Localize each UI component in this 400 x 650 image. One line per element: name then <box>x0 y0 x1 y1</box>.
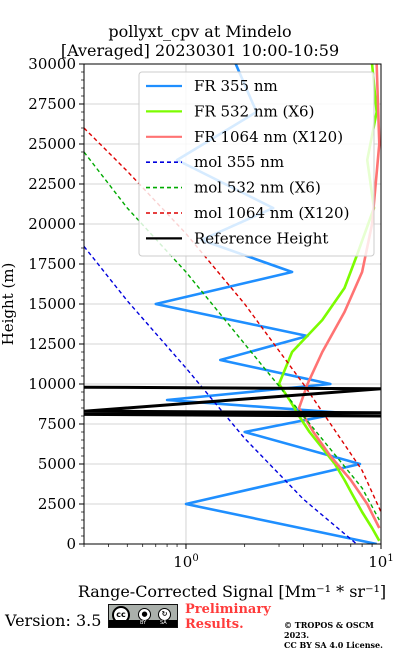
legend-label-6: Reference Height <box>194 229 328 247</box>
badge-sa-label: SA <box>160 620 167 626</box>
y-tick-label: 25000 <box>28 135 76 153</box>
y-tick-label: 5000 <box>38 455 76 473</box>
y-tick-label: 10000 <box>28 375 76 393</box>
y-tick-label: 7500 <box>38 415 76 433</box>
y-tick-label: 0 <box>66 535 76 553</box>
series-line-3 <box>84 245 358 544</box>
x-tick-label: 100 <box>173 553 198 571</box>
preliminary-line-2: Results. <box>185 617 244 632</box>
badge-bar <box>109 620 177 627</box>
legend-label-1: FR 532 nm (X6) <box>194 102 314 120</box>
y-tick-label: 22500 <box>28 175 76 193</box>
badge-by-label: BY <box>140 620 147 626</box>
x-tick-label: 101 <box>368 553 393 571</box>
y-tick-label: 2500 <box>38 495 76 513</box>
x-tick-exponent: 0 <box>192 553 198 564</box>
x-tick-exponent: 1 <box>387 553 393 564</box>
legend-label-3: mol 355 nm <box>194 153 284 171</box>
y-axis-label: Height (m) <box>0 263 17 346</box>
y-tick-label: 27500 <box>28 95 76 113</box>
legend-label-4: mol 532 nm (X6) <box>194 179 321 197</box>
y-tick-label: 17500 <box>28 255 76 273</box>
y-tick-label: 12500 <box>28 335 76 353</box>
sa-share-icon: ↻ <box>158 608 171 621</box>
preliminary-notice: Preliminary Results. <box>185 602 271 632</box>
copyright-notice: © TROPOS & OSCM 2023. CC BY SA 4.0 Licen… <box>284 620 400 650</box>
cc-license-badge[interactable]: cc ● ↻ BY SA <box>108 604 178 628</box>
series-line-5 <box>84 127 381 513</box>
version-label: Version: 3.5 <box>5 611 102 630</box>
legend-label-5: mol 1064 nm (X120) <box>194 204 349 222</box>
chart-title: pollyxt_cpv at Mindelo <box>108 22 292 41</box>
preliminary-line-1: Preliminary <box>185 602 271 617</box>
y-tick-label: 15000 <box>28 295 76 313</box>
series-line-4 <box>84 151 380 521</box>
legend-box <box>138 71 375 257</box>
copyright-line-2: CC BY SA 4.0 License. <box>284 640 383 650</box>
y-tick-label: 20000 <box>28 215 76 233</box>
x-axis-label-text: Range-Corrected Signal [Mm⁻¹ * sr⁻¹] <box>78 582 386 601</box>
copyright-line-1: © TROPOS & OSCM 2023. <box>284 620 374 640</box>
series-line-6 <box>84 385 381 418</box>
x-axis-label: Range-Corrected Signal [Mm⁻¹ * sr⁻¹] <box>78 582 386 601</box>
legend-label-0: FR 355 nm <box>194 77 278 95</box>
chart-subtitle: [Averaged] 20230301 10:00-10:59 <box>60 41 340 60</box>
y-tick-label: 30000 <box>28 55 76 73</box>
legend-label-2: FR 1064 nm (X120) <box>194 128 343 146</box>
